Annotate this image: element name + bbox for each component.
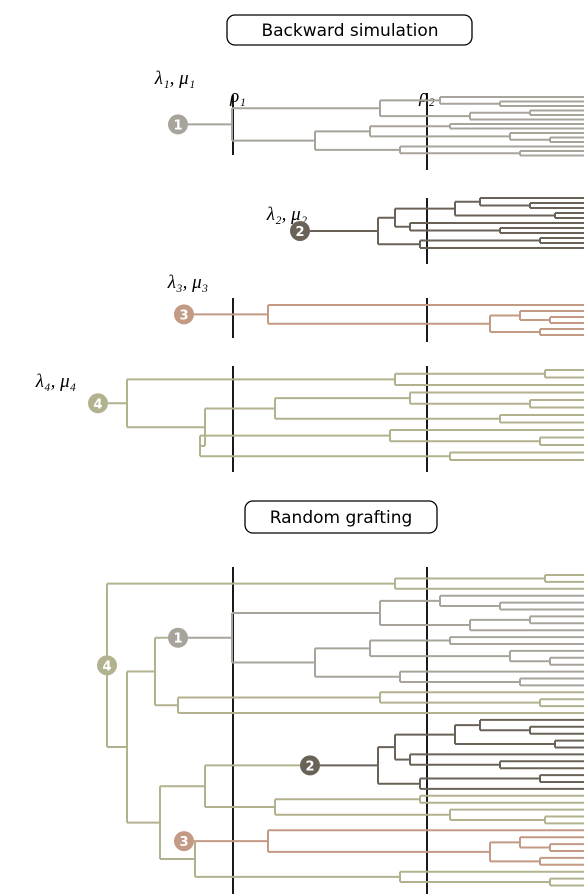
node-marker (174, 304, 194, 325)
sampling-lines (232, 93, 428, 894)
node-label: 4 (93, 397, 102, 412)
node-label: 1 (173, 632, 182, 647)
node-label: 3 (179, 308, 188, 323)
trees: 1 2 3 4 1 2 3 4 (88, 96, 584, 887)
title-box (226, 14, 473, 46)
node-label: 4 (102, 659, 111, 674)
node-marker (88, 393, 108, 414)
rho-label: ρ₁ (229, 86, 246, 107)
node-label: 1 (173, 118, 182, 133)
rate-label: λ₃, μ₃ (167, 272, 208, 293)
section-title: Backward simulation (261, 21, 438, 41)
section-title: Random grafting (270, 508, 413, 528)
rate-label: λ₁, μ₁ (154, 68, 195, 89)
node-label: 3 (179, 835, 188, 850)
node-marker (97, 655, 117, 676)
node-marker (290, 220, 310, 241)
node-marker (168, 114, 188, 135)
node-marker (174, 831, 194, 852)
rate-label: λ₂, μ₂ (266, 204, 308, 225)
node-marker (168, 627, 188, 648)
node-label: 2 (305, 759, 314, 774)
node-marker (300, 755, 320, 776)
node-label: 2 (295, 225, 304, 240)
rate-label: λ₄, μ₄ (35, 371, 76, 392)
title-box (244, 500, 438, 534)
